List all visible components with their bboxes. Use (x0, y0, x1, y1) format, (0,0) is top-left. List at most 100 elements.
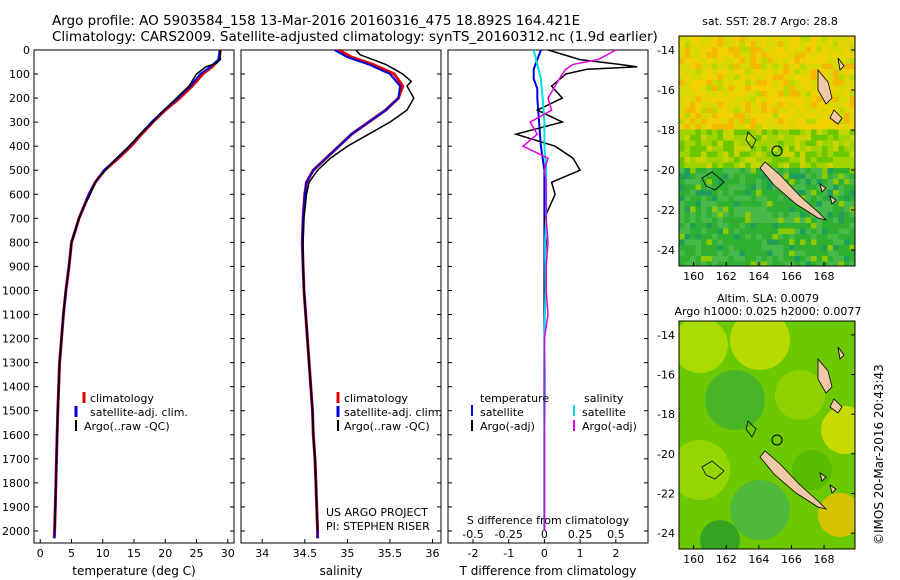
sst-cell (690, 151, 696, 158)
sst-cell (701, 107, 707, 114)
sst-cell (701, 190, 707, 196)
sst-cell (728, 85, 735, 92)
depth-axis: 0 100 200 300 400 500 600 700 800 900 1000 1100 1200… (2, 44, 234, 538)
sst-cell (712, 234, 718, 240)
sst-cell (811, 157, 817, 163)
sst-cell (717, 245, 724, 251)
sst-cell (811, 162, 817, 169)
series-line (521, 49, 617, 531)
sst-cell (833, 85, 839, 92)
sst-cell (728, 140, 735, 147)
sst-cell (833, 217, 839, 224)
sst-cell (701, 239, 707, 246)
sst-cell (679, 212, 685, 218)
sst-cell (695, 162, 702, 169)
sst-cell (739, 245, 746, 251)
sst-cell (844, 80, 850, 86)
sst-cell (827, 102, 834, 108)
sst-cell (811, 107, 817, 114)
sst-cell (739, 129, 746, 136)
sst-cell (816, 91, 823, 97)
sst-cell (679, 173, 685, 180)
sst-cell (701, 245, 707, 251)
sst-cell (690, 157, 696, 163)
sst-cell (838, 184, 845, 191)
sst-cell (833, 228, 839, 235)
sst-cell (756, 47, 762, 53)
sst-cell (684, 124, 691, 130)
sst-cell (761, 239, 768, 246)
sst-cell (690, 135, 696, 141)
sst-cell (811, 184, 817, 191)
sst-cell (822, 157, 828, 163)
sst-cell (756, 118, 762, 125)
sst-cell (767, 151, 773, 158)
sst-cell (723, 52, 729, 59)
loyalty-island (829, 484, 837, 494)
sst-cell (734, 74, 740, 81)
sst-cell (750, 140, 757, 147)
sst-cell (772, 69, 779, 75)
sst-cell (844, 85, 850, 92)
sst-cell (789, 91, 795, 97)
sst-cell (789, 74, 795, 81)
sst-cell (844, 102, 850, 108)
sst-cell (750, 234, 757, 240)
lat-tick-label: -22 (657, 204, 675, 217)
sst-cell (750, 184, 757, 191)
sst-cell (761, 146, 768, 152)
sst-cell (783, 234, 790, 240)
sst-cell (778, 107, 784, 114)
sst-cell (816, 146, 823, 152)
sst-cell (778, 206, 784, 213)
sst-map: sat. SST: 28.7 Argo: 28.8 -14 -16 -18 -20 -2… (657, 15, 856, 283)
sst-cell (745, 190, 751, 196)
sst-cell (706, 234, 713, 240)
sst-cell (772, 212, 779, 218)
sst-cell (772, 256, 779, 262)
sst-cell (761, 206, 768, 213)
sst-cell (794, 217, 801, 224)
sst-cell (811, 58, 817, 64)
sst-cell (844, 256, 850, 262)
sst-cell (695, 212, 702, 218)
sst-cell (811, 173, 817, 180)
sst-cell (844, 217, 850, 224)
sst-cell (679, 102, 685, 108)
sst-cell (761, 63, 768, 70)
depth-tick-label: 500 (9, 164, 30, 177)
sst-cell (750, 47, 757, 53)
sst-cell (739, 91, 746, 97)
sst-cell (745, 113, 751, 119)
sst-cell (684, 168, 691, 174)
sla-anomaly-region (818, 493, 855, 537)
sst-cell (723, 212, 729, 218)
sst-cell (750, 91, 757, 97)
sst-cell (800, 179, 806, 185)
sst-cell (816, 228, 823, 235)
sst-cell (816, 129, 823, 136)
sst-cell (822, 135, 828, 141)
sst-cell (783, 118, 790, 125)
sst-cell (684, 239, 691, 246)
sst-cell (684, 212, 691, 218)
sst-cell (794, 36, 801, 42)
legend-label-satellite-adj: satellite-adj. clim. (344, 406, 442, 419)
sst-cell (734, 195, 740, 202)
sst-cell (767, 157, 773, 163)
sst-cell (778, 140, 784, 147)
sst-cell (772, 47, 779, 53)
sst-cell (849, 135, 855, 141)
sst-cell (712, 190, 718, 196)
sst-cell (750, 124, 757, 130)
legend-title-temperature: temperature (480, 392, 549, 405)
sst-cell (761, 223, 768, 229)
sst-cell (728, 47, 735, 53)
sst-cell (750, 107, 757, 114)
vanuatu-island (837, 57, 845, 71)
sst-cell (833, 140, 839, 147)
sst-cell (679, 206, 685, 213)
sst-cell (695, 239, 702, 246)
sst-cell (794, 256, 801, 262)
sst-cell (811, 223, 817, 229)
